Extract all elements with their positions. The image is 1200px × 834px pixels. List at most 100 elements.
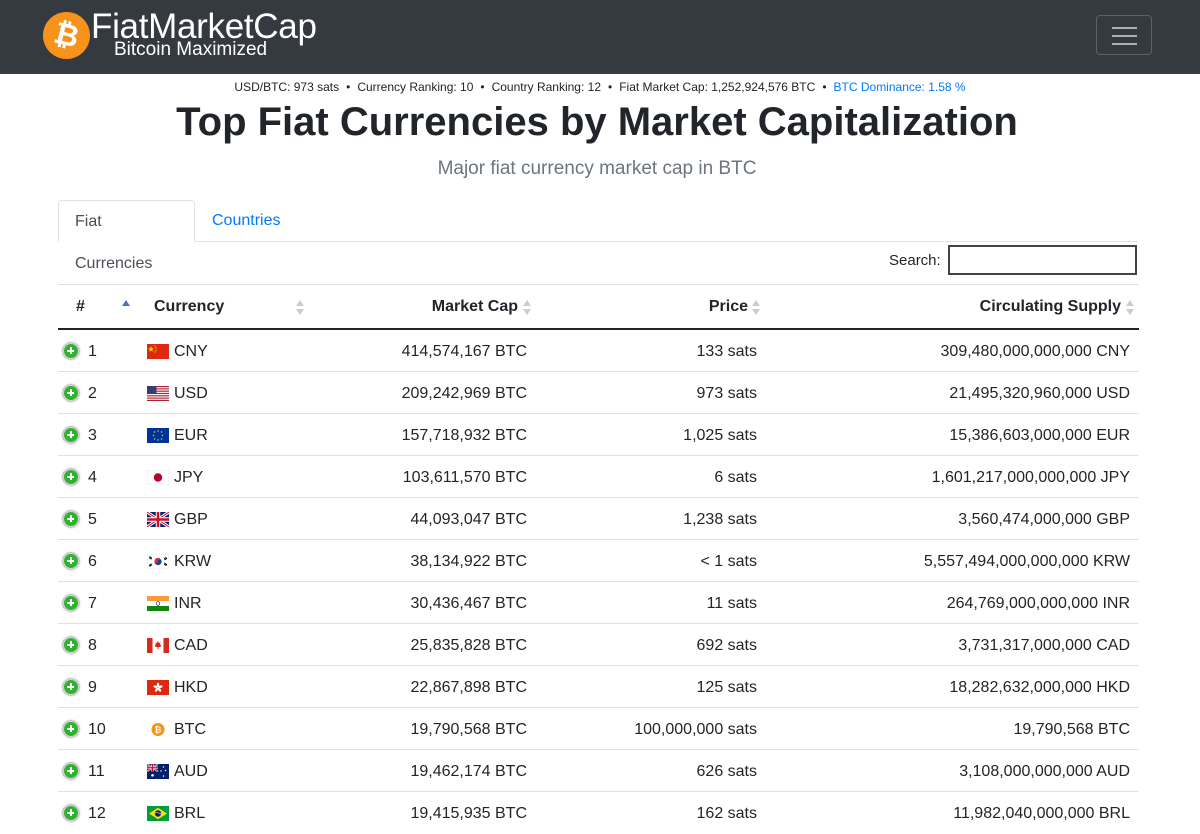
- cell-circulating-supply: 3,731,317,000,000 CAD: [958, 637, 1130, 654]
- sort-icon[interactable]: [296, 300, 304, 316]
- cell-price: 973 sats: [696, 385, 757, 402]
- sort-icon[interactable]: [523, 300, 531, 316]
- search-label: Search:: [889, 252, 941, 269]
- market-stats-bar: USD/BTC: 973 sats • Currency Ranking: 10 • C…: [234, 80, 966, 94]
- expand-row-icon[interactable]: [63, 805, 79, 821]
- flag-kr-icon: [147, 554, 169, 569]
- cell-rank: 7: [88, 595, 97, 612]
- column-header-market-cap[interactable]: Market Cap: [431, 298, 518, 315]
- flag-gb-icon: [147, 512, 169, 527]
- cell-market-cap: 157,718,932 BTC: [401, 427, 527, 444]
- cell-market-cap: 38,134,922 BTC: [410, 553, 527, 570]
- expand-row-icon[interactable]: [63, 511, 79, 527]
- expand-row-icon[interactable]: [63, 679, 79, 695]
- currency-ranking-stat: Currency Ranking: 10: [357, 80, 474, 94]
- flag-eu-icon: [147, 428, 169, 443]
- cell-currency-code[interactable]: GBP: [174, 511, 208, 528]
- expand-row-icon[interactable]: [63, 553, 79, 569]
- cell-currency-code[interactable]: BRL: [174, 805, 206, 822]
- table-row[interactable]: 3 EUR 157,718,932 BTC 1,025 sats 15,386,603,…: [58, 414, 1139, 456]
- cell-market-cap: 22,867,898 BTC: [410, 679, 527, 696]
- cell-price: 1,025 sats: [683, 427, 757, 444]
- cell-price: 692 sats: [696, 637, 757, 654]
- expand-row-icon[interactable]: [63, 595, 79, 611]
- cell-currency-code[interactable]: JPY: [174, 469, 204, 486]
- cell-price: 100,000,000 sats: [634, 721, 757, 738]
- cell-price: 133 sats: [696, 343, 757, 360]
- cell-market-cap: 25,835,828 BTC: [410, 637, 527, 654]
- column-header-circulating-supply[interactable]: Circulating Supply: [979, 298, 1121, 315]
- cell-currency-code[interactable]: EUR: [174, 427, 208, 444]
- cell-rank: 11: [88, 763, 105, 780]
- flag-us-icon: [147, 386, 169, 401]
- sort-icon[interactable]: [1126, 300, 1134, 316]
- cell-rank: 5: [88, 511, 97, 528]
- cell-price: 11 sats: [706, 595, 757, 612]
- sort-icon[interactable]: [752, 300, 760, 316]
- expand-row-icon[interactable]: [63, 343, 79, 359]
- column-header-rank[interactable]: #: [76, 298, 85, 315]
- btc-dominance-link[interactable]: BTC Dominance: 1.58 %: [833, 80, 966, 94]
- cell-market-cap: 414,574,167 BTC: [401, 343, 527, 360]
- usd-btc-stat: USD/BTC: 973 sats: [234, 80, 340, 94]
- cell-circulating-supply: 3,108,000,000,000 AUD: [959, 763, 1130, 780]
- flag-au-icon: [147, 764, 169, 779]
- cell-circulating-supply: 21,495,320,960,000 USD: [949, 385, 1130, 402]
- cell-circulating-supply: 15,386,603,000,000 EUR: [949, 427, 1130, 444]
- column-header-price[interactable]: Price: [708, 298, 748, 315]
- expand-row-icon[interactable]: [63, 427, 79, 443]
- table-body: 1 CNY 414,574,167 BTC 133 sats 309,480,000,0…: [58, 330, 1139, 834]
- table-row[interactable]: 5 GBP 44,093,047 BTC 1,238 sats 3,560,474,00…: [58, 498, 1139, 540]
- search-input[interactable]: [948, 245, 1137, 275]
- table-row[interactable]: 10 ₿ BTC 19,790,568 BTC 100,000,000 sats 19,7…: [58, 708, 1139, 750]
- cell-currency-code[interactable]: KRW: [174, 553, 212, 570]
- cell-circulating-supply: 3,560,474,000,000 GBP: [958, 511, 1130, 528]
- brand-name: FiatMarketCap: [91, 7, 317, 46]
- cell-currency-code[interactable]: BTC: [174, 721, 206, 738]
- cell-currency-code[interactable]: USD: [174, 385, 208, 402]
- table-row[interactable]: 8 CAD 25,835,828 BTC 692 sats 3,731,317,000,…: [58, 624, 1139, 666]
- table-row[interactable]: 7 INR 30,436,467 BTC 11 sats 264,769,000,000…: [58, 582, 1139, 624]
- cell-price: < 1 sats: [700, 553, 757, 570]
- expand-row-icon[interactable]: [63, 637, 79, 653]
- table-row[interactable]: 12 BRL 19,415,935 BTC 162 sats 11,982,040,00…: [58, 792, 1139, 834]
- currency-table: # Currency Market Cap Price Circulating …: [58, 284, 1139, 834]
- table-row[interactable]: 2 USD 209,242,969 BTC 973 sats 21,495,320,96…: [58, 372, 1139, 414]
- flag-ca-icon: [147, 638, 169, 653]
- table-row[interactable]: 9 HKD 22,867,898 BTC 125 sats 18,282,632,000…: [58, 666, 1139, 708]
- cell-circulating-supply: 11,982,040,000,000 BRL: [953, 805, 1130, 822]
- cell-price: 6 sats: [714, 469, 757, 486]
- tab-fiat-currencies[interactable]: Fiat Currencies: [58, 200, 195, 272]
- page-title: Top Fiat Currencies by Market Capitaliza…: [176, 100, 1018, 144]
- cell-currency-code[interactable]: CAD: [174, 637, 208, 654]
- expand-row-icon[interactable]: [63, 721, 79, 737]
- cell-circulating-supply: 5,557,494,000,000,000 KRW: [923, 553, 1130, 570]
- expand-row-icon[interactable]: [63, 385, 79, 401]
- flag-jp-icon: [147, 470, 169, 485]
- tab-countries[interactable]: Countries: [212, 212, 281, 229]
- table-header: # Currency Market Cap Price Circulating …: [58, 285, 1139, 330]
- table-row[interactable]: 11 AUD 19,462,174 BTC 626 sats 3,108,000,000…: [58, 750, 1139, 792]
- menu-toggle-button[interactable]: [1096, 15, 1152, 55]
- cell-currency-code[interactable]: AUD: [174, 763, 208, 780]
- flag-btc-icon: ₿: [151, 723, 165, 736]
- column-header-currency[interactable]: Currency: [154, 298, 225, 315]
- bitcoin-logo-icon: ₿: [43, 12, 90, 59]
- expand-row-icon[interactable]: [63, 763, 79, 779]
- table-row[interactable]: 4 JPY 103,611,570 BTC 6 sats 1,601,217,000,0…: [58, 456, 1139, 498]
- cell-rank: 3: [88, 427, 97, 444]
- cell-circulating-supply: 18,282,632,000,000 HKD: [949, 679, 1130, 696]
- expand-row-icon[interactable]: [63, 469, 79, 485]
- sort-ascending-icon[interactable]: [122, 300, 130, 316]
- cell-rank: 2: [88, 385, 97, 402]
- cell-market-cap: 103,611,570 BTC: [402, 469, 527, 486]
- cell-circulating-supply: 309,480,000,000,000 CNY: [940, 343, 1130, 360]
- table-row[interactable]: 6 KRW 38,134,922 BTC < 1 sats 5,557,494,000,…: [58, 540, 1139, 582]
- table-row[interactable]: 1 CNY 414,574,167 BTC 133 sats 309,480,000,0…: [58, 330, 1139, 372]
- cell-currency-code[interactable]: INR: [174, 595, 202, 612]
- cell-currency-code[interactable]: HKD: [174, 679, 208, 696]
- cell-rank: 12: [88, 805, 106, 822]
- cell-rank: 6: [88, 553, 97, 570]
- tab-bar: Fiat Currencies Countries: [58, 200, 1139, 272]
- cell-currency-code[interactable]: CNY: [174, 343, 208, 360]
